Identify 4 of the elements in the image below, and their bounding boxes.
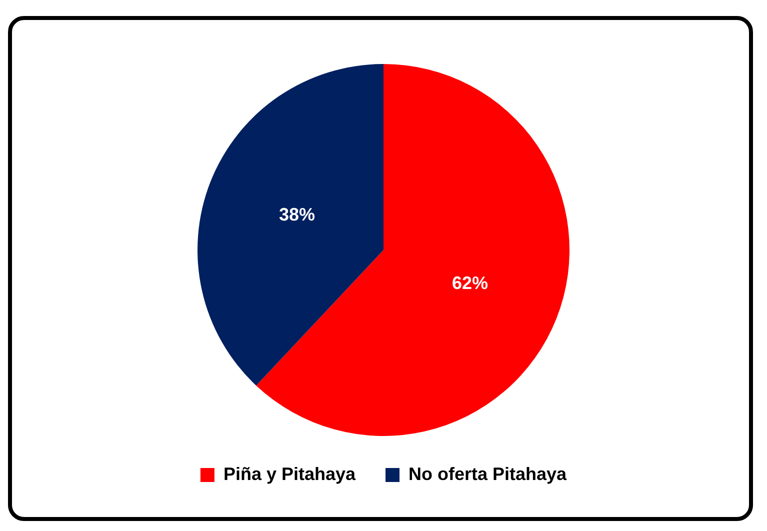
data-label: 38% (279, 204, 316, 225)
legend-label: No oferta Pitahaya (408, 464, 568, 484)
data-label: 62% (452, 273, 488, 294)
legend-label: Piña y Pitahaya (223, 464, 356, 484)
